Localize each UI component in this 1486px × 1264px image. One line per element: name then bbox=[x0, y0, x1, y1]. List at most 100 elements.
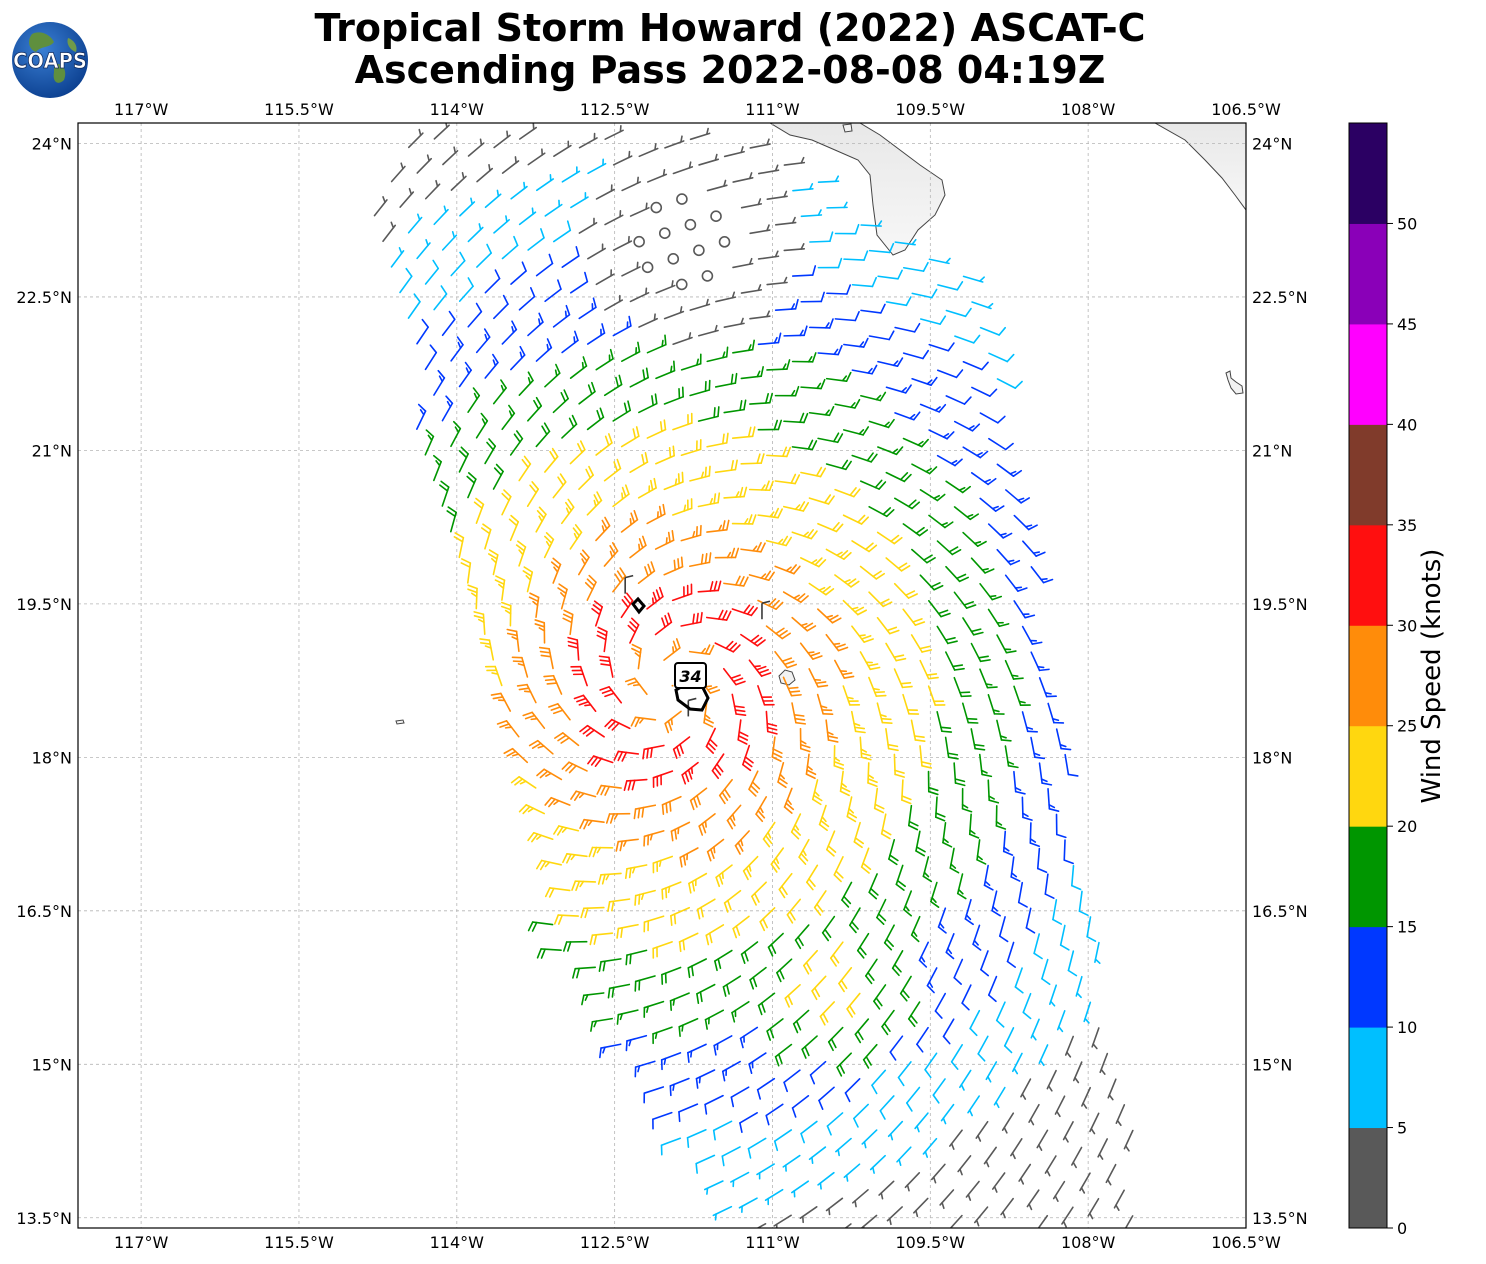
colorbar-bin bbox=[1349, 123, 1387, 224]
wind-barb bbox=[484, 665, 503, 687]
wind-barb bbox=[467, 302, 483, 328]
wind-barb bbox=[672, 412, 693, 431]
wind-barb bbox=[538, 646, 554, 670]
wind-barb bbox=[844, 1078, 861, 1103]
wind-barb bbox=[570, 665, 588, 687]
wind-barb bbox=[859, 565, 885, 580]
wind-barb bbox=[962, 446, 989, 459]
lat-tick-label-right: 16.5°N bbox=[1252, 902, 1308, 921]
lon-tick-label-top: 117°W bbox=[114, 100, 169, 119]
wind-barb bbox=[578, 465, 594, 490]
wind-barb bbox=[731, 693, 747, 717]
wind-barb bbox=[629, 287, 650, 303]
wind-barb bbox=[1107, 1078, 1117, 1101]
wind-barb bbox=[625, 1034, 648, 1052]
wind-barb bbox=[620, 426, 640, 448]
wind-barb bbox=[838, 967, 853, 993]
wind-barb bbox=[433, 123, 450, 140]
wind-barb bbox=[510, 345, 526, 371]
wind-barb bbox=[655, 280, 676, 294]
wind-barb bbox=[670, 821, 691, 842]
wind-barb bbox=[961, 984, 972, 1011]
wind-barb bbox=[862, 1043, 878, 1069]
wind-barb bbox=[1047, 788, 1060, 812]
calm-wind-circle bbox=[676, 193, 688, 205]
wind-barb bbox=[1021, 796, 1033, 821]
wind-barb bbox=[660, 1052, 682, 1071]
wind-barb bbox=[842, 514, 870, 525]
wind-barb bbox=[953, 676, 972, 698]
calm-wind-circle bbox=[710, 210, 722, 223]
wind-barb bbox=[450, 171, 467, 191]
wind-barb bbox=[811, 975, 827, 1001]
wind-barb bbox=[748, 480, 774, 492]
wind-barb bbox=[705, 924, 725, 946]
wind-barb bbox=[757, 507, 783, 519]
wind-barb bbox=[944, 736, 959, 760]
wind-barb bbox=[723, 486, 748, 499]
wind-barb bbox=[578, 132, 598, 149]
wind-barb bbox=[705, 609, 732, 621]
wind-barb bbox=[516, 683, 537, 704]
wind-barb bbox=[1087, 1197, 1100, 1220]
wind-barb bbox=[885, 557, 911, 572]
wind-barb bbox=[515, 540, 527, 567]
wind-barb bbox=[399, 267, 413, 294]
wind-barb bbox=[868, 505, 895, 518]
wind-barb bbox=[774, 216, 797, 226]
wind-barb bbox=[817, 344, 843, 356]
wind-barb bbox=[620, 592, 634, 619]
wind-barb bbox=[906, 1086, 921, 1112]
wind-barb bbox=[508, 514, 520, 542]
wind-barb bbox=[580, 906, 605, 919]
wind-barb bbox=[723, 399, 747, 414]
wind-barb bbox=[800, 466, 827, 478]
wind-barb bbox=[663, 471, 684, 491]
wind-barb bbox=[481, 523, 492, 550]
wind-barb bbox=[962, 617, 984, 636]
wind-barb bbox=[1020, 1078, 1032, 1100]
wind-barb bbox=[669, 992, 690, 1012]
wind-barb bbox=[587, 243, 606, 260]
wind-barb bbox=[979, 583, 1003, 601]
lat-tick-label-left: 15°N bbox=[32, 1055, 72, 1074]
wind-barb bbox=[803, 949, 819, 975]
wind-barb bbox=[813, 890, 827, 916]
wind-barb bbox=[970, 642, 991, 663]
wind-barb bbox=[1064, 753, 1079, 777]
wind-barb bbox=[846, 796, 858, 823]
wind-barb bbox=[782, 1154, 801, 1172]
wind-barb bbox=[967, 1095, 980, 1117]
wind-barb bbox=[573, 694, 597, 713]
wind-barb bbox=[713, 1035, 733, 1056]
wind-barb bbox=[919, 403, 947, 413]
lon-tick-label-bottom: 117°W bbox=[114, 1233, 169, 1252]
colorbar-frame bbox=[1348, 122, 1388, 1229]
wind-barb bbox=[766, 446, 792, 458]
wind-barb bbox=[740, 541, 766, 553]
wind-barb bbox=[766, 1018, 784, 1041]
wind-barb bbox=[595, 348, 614, 371]
wind-barb bbox=[484, 269, 501, 294]
wind-barb bbox=[587, 755, 614, 767]
wind-barb bbox=[848, 907, 861, 934]
wind-barb bbox=[757, 332, 782, 346]
colorbar-bin bbox=[1349, 424, 1387, 526]
wind-barb bbox=[971, 386, 998, 397]
wind-barb bbox=[930, 1163, 946, 1184]
wind-barb bbox=[697, 492, 721, 508]
wind-barb bbox=[757, 685, 775, 706]
wind-barb bbox=[493, 130, 511, 149]
wind-barb bbox=[995, 805, 1007, 830]
lat-tick-label-right: 19.5°N bbox=[1252, 595, 1308, 614]
wind-barb bbox=[1000, 1197, 1014, 1219]
colorbar-tick-label: 10 bbox=[1397, 1018, 1417, 1037]
wind-barb bbox=[706, 838, 725, 862]
wind-barb bbox=[891, 950, 904, 977]
wind-barb bbox=[484, 189, 502, 209]
wind-barb bbox=[808, 1146, 827, 1165]
wind-barb bbox=[755, 796, 768, 823]
wind-barb bbox=[571, 880, 597, 892]
wind-barb bbox=[603, 374, 623, 397]
wind-barb bbox=[808, 405, 835, 417]
